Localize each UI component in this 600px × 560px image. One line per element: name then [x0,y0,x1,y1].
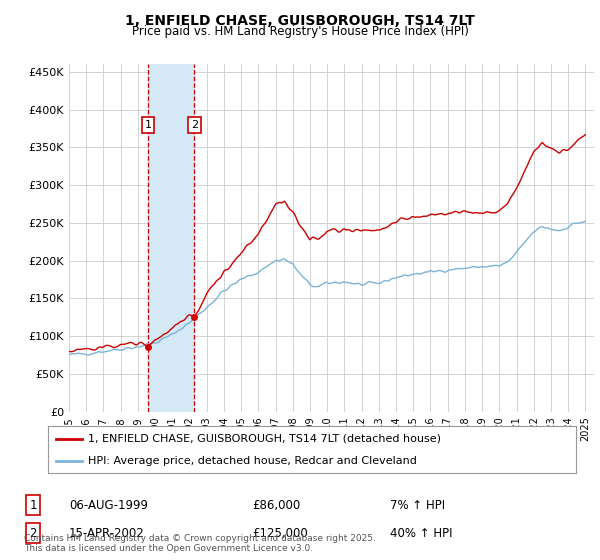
Bar [148,64,194,412]
Text: 15-APR-2002: 15-APR-2002 [69,526,145,540]
Text: Contains HM Land Registry data © Crown copyright and database right 2025.
This d: Contains HM Land Registry data © Crown c… [24,534,376,553]
Text: 1: 1 [145,120,151,130]
Text: Price paid vs. HM Land Registry's House Price Index (HPI): Price paid vs. HM Land Registry's House … [131,25,469,38]
Text: 06-AUG-1999: 06-AUG-1999 [69,498,148,512]
Text: 2: 2 [29,526,37,540]
Text: 7% ↑ HPI: 7% ↑ HPI [390,498,445,512]
Text: £125,000: £125,000 [252,526,308,540]
Text: 40% ↑ HPI: 40% ↑ HPI [390,526,452,540]
Text: HPI: Average price, detached house, Redcar and Cleveland: HPI: Average price, detached house, Redc… [88,456,416,466]
Text: 1, ENFIELD CHASE, GUISBOROUGH, TS14 7LT (detached house): 1, ENFIELD CHASE, GUISBOROUGH, TS14 7LT … [88,434,440,444]
Text: 1, ENFIELD CHASE, GUISBOROUGH, TS14 7LT: 1, ENFIELD CHASE, GUISBOROUGH, TS14 7LT [125,14,475,28]
Text: £86,000: £86,000 [252,498,300,512]
Text: 2: 2 [191,120,198,130]
Text: 1: 1 [29,498,37,512]
